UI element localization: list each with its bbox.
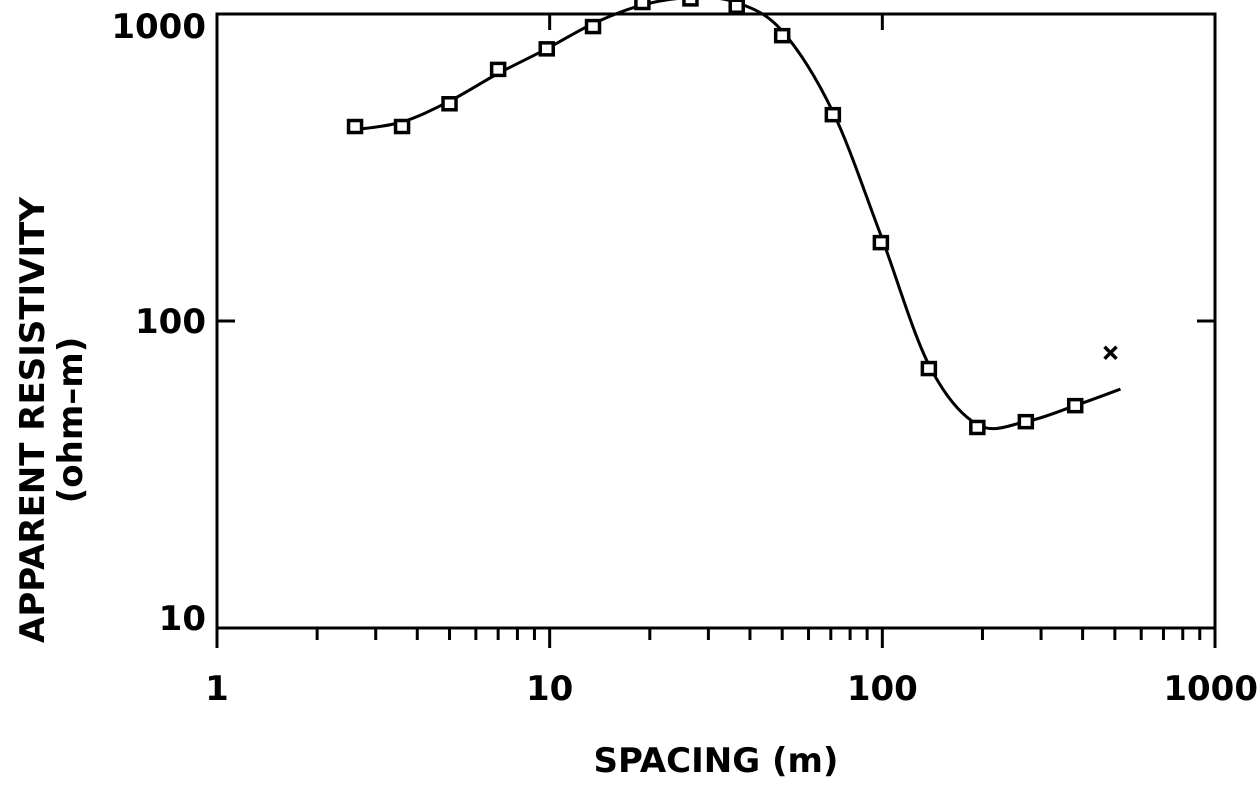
axis-ticks xyxy=(215,14,1217,648)
plot-frame xyxy=(215,12,1217,630)
data-points xyxy=(346,0,1118,436)
x-tick-label: 100 xyxy=(847,669,918,709)
data-point-square xyxy=(1017,413,1035,430)
data-point-square xyxy=(1066,397,1084,414)
data-point-square xyxy=(441,96,458,112)
data-point-square xyxy=(634,0,651,11)
model-curve xyxy=(354,0,1122,431)
y-tick-label: 10 xyxy=(159,599,206,639)
data-point-square xyxy=(393,118,411,135)
y-axis-title-line2: (ohm–m) xyxy=(51,337,91,504)
tick-labels: 1 10 100 1000 10 100 1000 xyxy=(111,7,1258,709)
data-point-square xyxy=(682,0,699,7)
data-point-square xyxy=(773,27,791,44)
y-axis-title-line1: APPARENT RESISTIVITY xyxy=(13,197,53,643)
data-point-square xyxy=(728,0,745,14)
data-point-square xyxy=(969,419,986,436)
x-tick-label: 10 xyxy=(526,669,573,709)
data-point-square xyxy=(489,61,507,78)
data-point-square xyxy=(584,18,602,35)
y-tick-label: 1000 xyxy=(111,7,206,47)
data-point-square xyxy=(538,41,555,57)
y-axis-title: APPARENT RESISTIVITY (ohm–m) xyxy=(13,197,91,643)
data-point-square xyxy=(872,234,890,251)
y-tick-label: 100 xyxy=(135,302,206,342)
data-point-square xyxy=(346,118,364,135)
data-point-square xyxy=(920,360,938,377)
x-axis-title: SPACING (m) xyxy=(594,741,839,781)
data-point-square xyxy=(824,106,842,123)
x-tick-label: 1 xyxy=(205,669,229,709)
x-tick-label: 1000 xyxy=(1163,669,1258,709)
data-point-x xyxy=(1103,345,1118,361)
